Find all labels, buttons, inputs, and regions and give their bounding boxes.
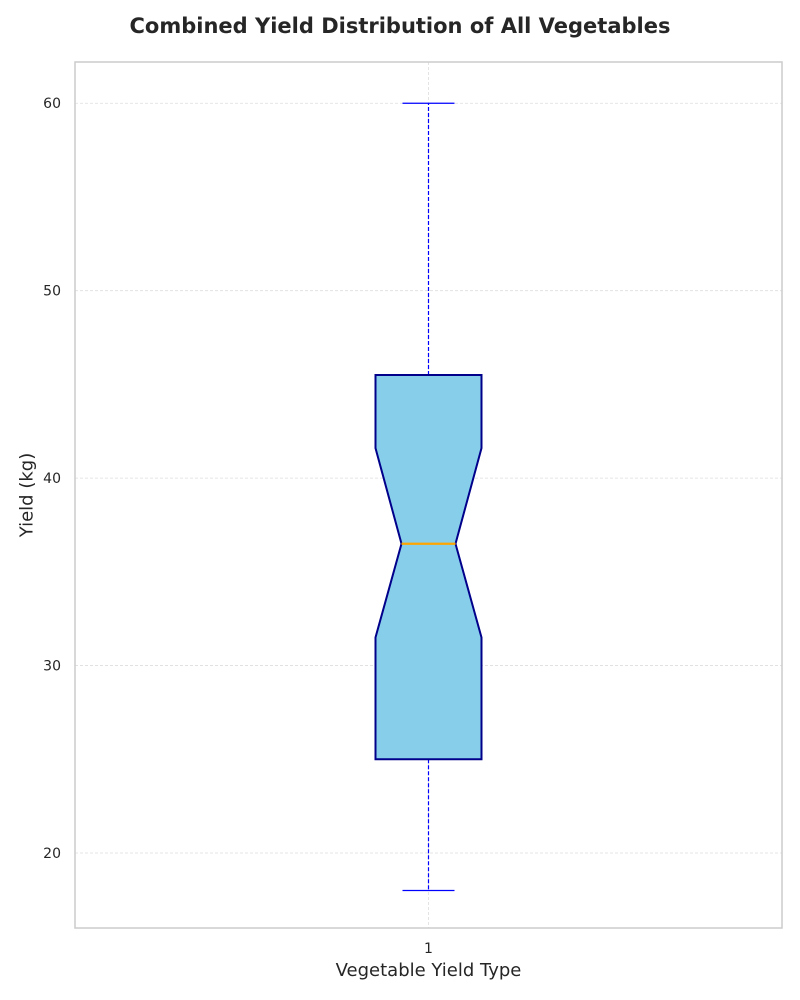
y-tick-label: 20	[43, 846, 61, 862]
y-tick-label: 30	[43, 659, 61, 675]
y-tick-label: 40	[43, 471, 61, 487]
chart-title: Combined Yield Distribution of All Veget…	[129, 14, 671, 38]
box-layer	[374, 102, 483, 892]
y-tick-label: 60	[43, 96, 61, 112]
x-axis-label: Vegetable Yield Type	[335, 960, 522, 981]
plot-frame	[74, 61, 783, 929]
notched-box	[374, 374, 483, 761]
y-axis-ticks: 20 30 40 50 60	[43, 96, 61, 862]
y-tick-label: 50	[43, 284, 61, 300]
y-axis-label: Yield (kg)	[16, 452, 38, 538]
x-tick-label: 1	[424, 941, 433, 957]
x-axis-ticks: 1	[424, 941, 433, 957]
